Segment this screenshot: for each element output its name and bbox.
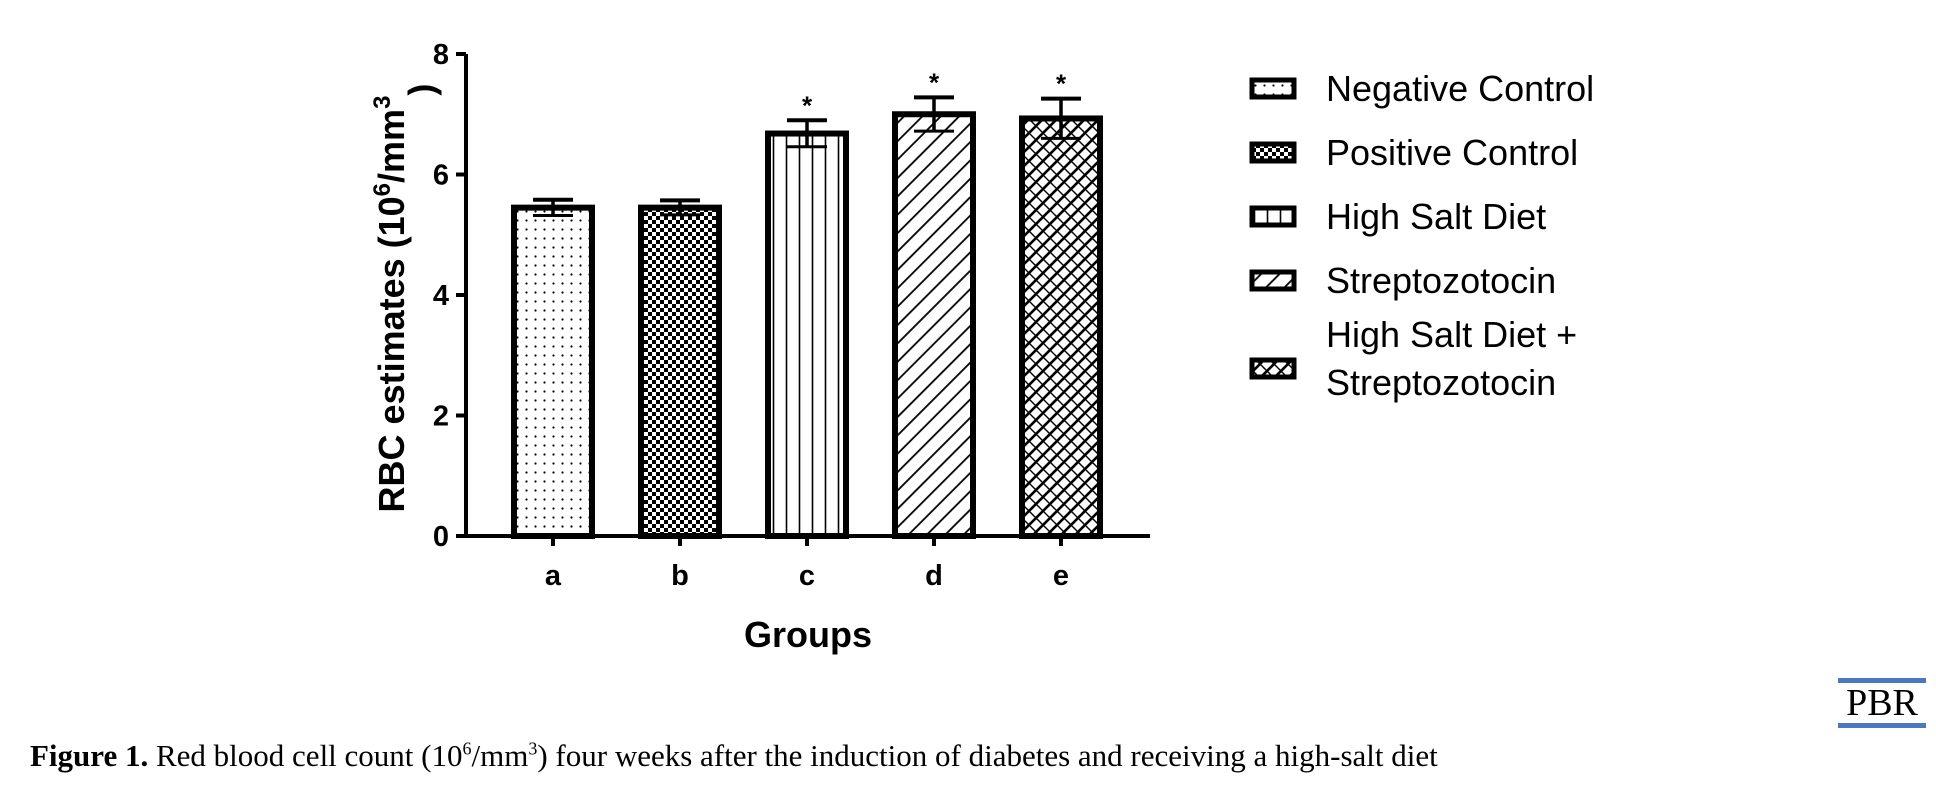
caption-text: /mm (471, 738, 529, 773)
legend-swatch-checker (1249, 141, 1297, 164)
legend-swatch-diagonal (1249, 269, 1297, 292)
caption-superscript: 3 (528, 738, 538, 759)
y-tick-label: 2 (433, 401, 449, 433)
bar-a (511, 204, 595, 539)
y-tick-label: 6 (433, 160, 449, 192)
logo-text: PBR (1846, 682, 1918, 724)
legend-label: Streptozotocin (1326, 362, 1556, 403)
bar-d (892, 111, 976, 539)
legend-label: High Salt Diet + (1326, 314, 1577, 355)
caption-label: Figure 1. (30, 738, 149, 773)
caption-text: ) four weeks after the induction of diab… (537, 738, 1438, 773)
significance-star: * (929, 67, 940, 97)
y-tick-label: 8 (433, 39, 449, 71)
bar-e (1019, 115, 1103, 539)
x-tick-label: b (671, 560, 689, 592)
x-tick-label: a (545, 560, 562, 592)
bar-b (638, 204, 722, 539)
y-axis-ticks: 0 2 4 6 8 (433, 39, 466, 553)
logo-bottom-bar (1838, 723, 1926, 728)
pbr-logo: PBR (1838, 678, 1926, 728)
legend-label: Positive Control (1326, 132, 1578, 173)
x-axis-title: Groups (744, 614, 872, 655)
x-tick-label: e (1053, 560, 1069, 592)
x-tick-label: c (799, 560, 815, 592)
x-axis-ticks: a b c d e (545, 536, 1069, 592)
y-axis-title: RBC estimates (106/mm3) (369, 84, 442, 513)
y-tick-label: 4 (433, 280, 449, 312)
legend-label: Streptozotocin (1326, 260, 1556, 301)
legend-label: Negative Control (1326, 68, 1594, 109)
legend-swatch-vertical (1249, 205, 1297, 228)
figure-caption: Figure 1. Red blood cell count (106/mm3)… (30, 738, 1438, 774)
caption-text: Red blood cell count (10 (148, 738, 463, 773)
caption-superscript: 6 (462, 738, 472, 759)
significance-star: * (1056, 69, 1067, 99)
legend: Negative Control Positive Control High Sal… (1249, 68, 1594, 403)
x-tick-label: d (925, 560, 943, 592)
y-tick-label: 0 (433, 521, 449, 553)
legend-swatch-crosshatch (1249, 357, 1297, 380)
legend-swatch-dots (1249, 77, 1297, 100)
logo-top-bar (1838, 678, 1926, 683)
bar-c (765, 130, 849, 539)
bars-group: * * * (511, 67, 1103, 539)
legend-label: High Salt Diet (1326, 196, 1546, 237)
significance-star: * (802, 90, 813, 120)
